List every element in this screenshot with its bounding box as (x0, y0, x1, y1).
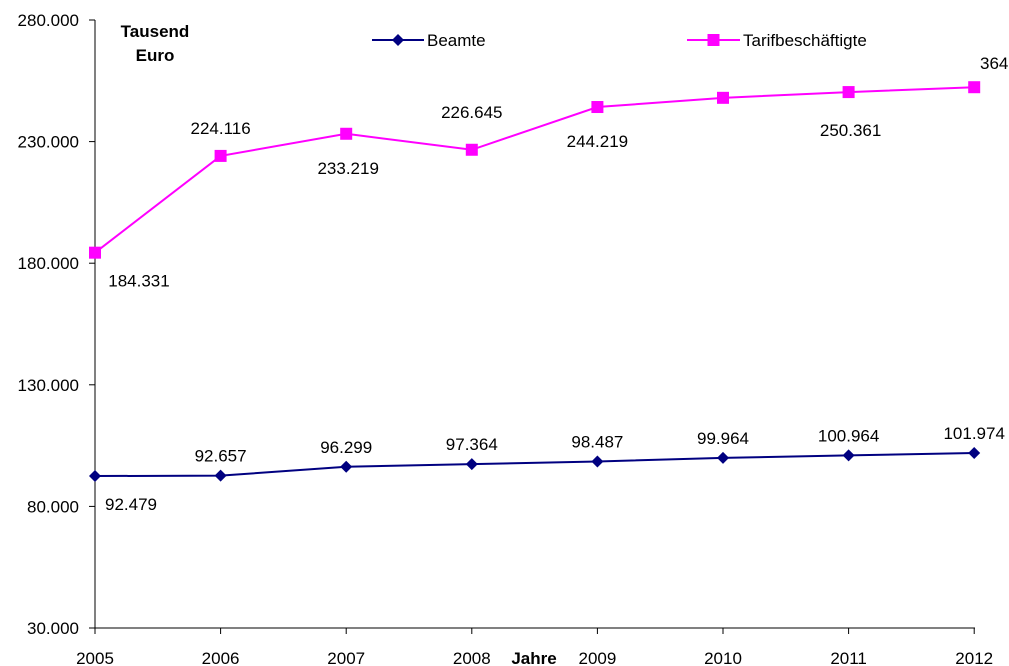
legend-item: Beamte (372, 31, 486, 50)
data-label: 244.219 (567, 132, 628, 151)
legend-label: Tarifbeschäftigte (743, 31, 867, 50)
data-point-marker (89, 246, 101, 259)
series-tarifbeschaeftigte: 184.331 224.116 233.219 226.645 244.219 250.3… (89, 54, 1008, 291)
data-label: 92.657 (195, 447, 247, 466)
series-line (94, 451, 975, 478)
data-point-marker (842, 86, 855, 99)
y-tick-label: 180.000 (18, 254, 79, 273)
data-point-marker (968, 81, 981, 94)
data-label: 226.645 (441, 103, 502, 122)
data-label: 96.299 (320, 438, 372, 457)
data-point-marker (591, 455, 604, 468)
data-label: 100.964 (818, 426, 879, 445)
x-tick-label: 2012 (955, 649, 993, 666)
legend: Beamte Tarifbeschäftigte (372, 31, 867, 50)
legend-marker (707, 34, 720, 46)
data-label: 98.487 (571, 432, 623, 451)
data-point-marker (717, 91, 729, 104)
y-tick-label: 130.000 (18, 376, 79, 395)
data-label: 184.331 (108, 272, 169, 291)
y-tick-label: 230.000 (18, 133, 79, 152)
data-label: 233.219 (317, 159, 378, 178)
data-label: 250.361 (820, 121, 881, 140)
y-unit-label-line1: Tausend (121, 22, 190, 41)
legend-marker (392, 34, 404, 46)
x-tick-label: 2005 (76, 649, 114, 666)
x-tick-label: 2007 (327, 649, 365, 666)
x-tick-label: 2011 (830, 649, 867, 666)
data-point-marker (465, 458, 478, 471)
x-tick-label: 2006 (202, 649, 240, 666)
data-point-marker (842, 449, 855, 462)
legend-label: Beamte (427, 31, 486, 50)
data-point-marker (717, 451, 729, 464)
data-point-marker (89, 470, 101, 483)
data-label: 92.479 (105, 495, 157, 514)
y-tick-label: 280.000 (18, 11, 79, 30)
data-point-marker (591, 101, 604, 114)
x-axis-title: Jahre (511, 649, 556, 666)
x-tick-label: 2008 (453, 649, 491, 666)
y-unit-label-line2: Euro (136, 46, 175, 65)
data-label: 224.116 (190, 119, 250, 138)
x-axis-ticks: 2005 2006 2007 2008 2009 2010 2011 2012 (76, 628, 993, 666)
data-label: 364 (980, 54, 1008, 73)
y-tick-label: 80.000 (27, 497, 79, 516)
data-point-marker (465, 143, 478, 156)
data-point-marker (340, 127, 353, 140)
legend-item: Tarifbeschäftigte (687, 31, 867, 50)
series-layer: 92.479 92.657 96.299 97.364 98.487 99.964 100.… (89, 54, 1008, 514)
data-point-marker (214, 149, 227, 162)
series-beamte: 92.479 92.657 96.299 97.364 98.487 99.964 100.… (89, 424, 1005, 514)
data-point-marker (340, 460, 353, 473)
data-label: 101.974 (943, 424, 1004, 443)
data-point-marker (968, 446, 981, 459)
series-line (94, 86, 975, 254)
data-label: 99.964 (697, 429, 749, 448)
x-tick-label: 2009 (578, 649, 616, 666)
y-tick-label: 30.000 (27, 619, 79, 638)
data-point-marker (214, 469, 227, 482)
data-label: 97.364 (446, 435, 498, 454)
x-tick-label: 2010 (704, 649, 742, 666)
y-axis-ticks: 30.000 80.000 130.000 180.000 230.000 280.000 (18, 11, 95, 638)
